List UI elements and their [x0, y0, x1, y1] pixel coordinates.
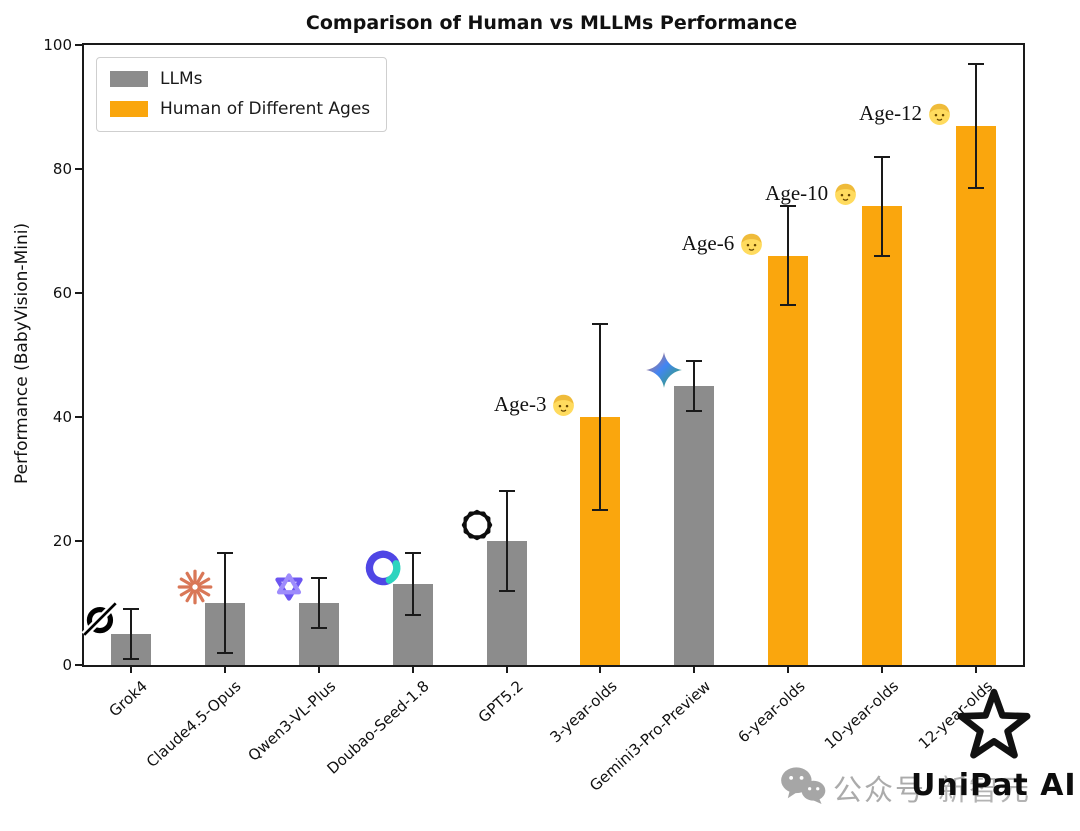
y-axis-tick — [75, 416, 82, 418]
child-face-emoji — [551, 392, 576, 417]
error-bar-cap — [404, 552, 421, 555]
error-bar-cap — [498, 490, 515, 493]
child-face-emoji — [833, 181, 858, 206]
age-annotation-label: Age-10 — [765, 181, 829, 206]
legend-box: LLMs Human of Different Ages — [96, 57, 388, 132]
legend-label: Human of Different Ages — [160, 99, 371, 119]
error-bar — [129, 609, 132, 659]
y-axis-tick-label: 60 — [52, 284, 72, 302]
y-axis-tick-label: 80 — [52, 160, 72, 178]
error-bar — [787, 206, 790, 306]
bar-12-year-olds — [956, 125, 997, 665]
error-bar-cap — [592, 509, 609, 511]
age-annotation-label: Age-12 — [859, 100, 923, 125]
error-bar-cap — [122, 657, 139, 660]
legend-item-llms: LLMs — [110, 69, 370, 89]
error-bar-cap — [216, 651, 233, 654]
x-axis-tick — [975, 667, 978, 673]
x-axis-tick — [505, 667, 508, 673]
watermark-account-text: 新智元 — [938, 773, 1032, 807]
x-axis-tick-label: GPT5.2 — [474, 677, 527, 727]
y-axis-tick — [75, 44, 82, 46]
x-axis-tick — [787, 667, 790, 673]
error-bar-cap — [780, 205, 797, 208]
x-axis-tick — [693, 667, 696, 673]
x-axis-tick — [317, 667, 320, 673]
plot-layer: 0 20 40 60 80 100 Grok4 Claude4.5-Opus Qwen3-VL-… — [43, 36, 1023, 795]
x-axis-tick — [881, 667, 884, 673]
error-bar — [223, 553, 226, 653]
error-bar — [411, 553, 414, 616]
wechat-icon — [779, 766, 827, 804]
error-bar-cap — [968, 62, 985, 65]
y-axis-tick-label: 0 — [62, 656, 72, 674]
x-axis-tick-label: Grok4 — [105, 677, 151, 721]
gemini-icon — [643, 349, 685, 391]
x-axis-tick-label: 12-year-olds — [914, 677, 997, 753]
x-axis-tick-label: Qwen3-VL-Plus — [244, 677, 339, 765]
error-bar — [317, 578, 320, 628]
child-face-emoji — [927, 101, 952, 126]
error-bar-cap — [780, 304, 797, 307]
y-axis-tick — [75, 292, 82, 294]
error-bar-cap — [498, 589, 515, 592]
llm-color-swatch — [110, 71, 148, 87]
x-axis-tick-label: 10-year-olds — [820, 677, 903, 753]
y-axis-tick — [75, 540, 82, 542]
qwen-icon — [268, 566, 310, 608]
error-bar — [599, 324, 602, 510]
error-bar-cap — [310, 626, 327, 629]
watermark-brand-text: UniPat AI — [911, 768, 1077, 803]
child-face-emoji — [739, 231, 764, 256]
watermark-prefix-text: 公众号 — [833, 773, 927, 807]
error-bar-cap — [686, 360, 703, 363]
y-axis-tick — [75, 664, 82, 666]
x-axis-tick — [411, 667, 414, 673]
x-axis-tick-label: Claude4.5-Opus — [143, 677, 245, 771]
y-axis-tick-label: 20 — [52, 532, 72, 550]
human-color-swatch — [110, 101, 148, 117]
plot-area: 0 20 40 60 80 100 Grok4 Claude4.5-Opus Qwen3-VL-… — [43, 36, 1025, 795]
error-bar — [693, 361, 696, 411]
error-bar-cap — [874, 155, 891, 158]
x-axis-tick — [223, 667, 226, 673]
bar-10-year-olds — [862, 206, 903, 665]
y-axis-tick-label: 100 — [43, 36, 72, 54]
chart-title: Comparison of Human vs MLLMs Performance — [305, 12, 798, 34]
error-bar-cap — [592, 323, 609, 325]
age-annotation: Age-3 — [494, 392, 576, 417]
age-annotation: Age-10 — [765, 181, 858, 206]
x-axis-tick-label: 6-year-olds — [734, 677, 809, 747]
age-annotation-label: Age-6 — [681, 230, 735, 255]
y-axis-tick — [75, 168, 82, 170]
error-bar-cap — [968, 186, 985, 189]
x-axis-tick-label: Doubao-Seed-1.8 — [323, 677, 433, 778]
error-bar-cap — [404, 614, 421, 617]
grok-icon — [80, 597, 122, 639]
error-bar-cap — [686, 409, 703, 412]
age-annotation-label: Age-3 — [493, 392, 547, 416]
y-axis-tick-label: 40 — [52, 408, 72, 426]
doubao-icon — [362, 547, 404, 589]
age-annotation: Age-6 — [682, 231, 764, 256]
error-bar-cap — [122, 608, 139, 611]
claude-icon — [174, 566, 216, 608]
error-bar-cap — [874, 254, 891, 257]
age-annotation: Age-12 — [859, 101, 952, 126]
error-bar — [881, 156, 884, 256]
legend-item-humans: Human of Different Ages — [110, 99, 370, 119]
error-bar-cap — [310, 577, 327, 580]
bar-6-year-olds — [768, 255, 809, 665]
bar-Gemini3-Pro-Preview — [674, 386, 715, 665]
x-axis-tick — [129, 667, 132, 673]
error-bar-cap — [216, 552, 233, 555]
x-axis-tick — [599, 667, 602, 673]
legend-label: LLMs — [160, 69, 203, 89]
y-axis-label: Performance (BabyVision-Mini) — [12, 222, 32, 484]
x-axis-tick-label: 3-year-olds — [546, 677, 621, 747]
error-bar — [975, 63, 978, 188]
openai-icon — [456, 504, 498, 546]
error-bar — [505, 491, 508, 591]
